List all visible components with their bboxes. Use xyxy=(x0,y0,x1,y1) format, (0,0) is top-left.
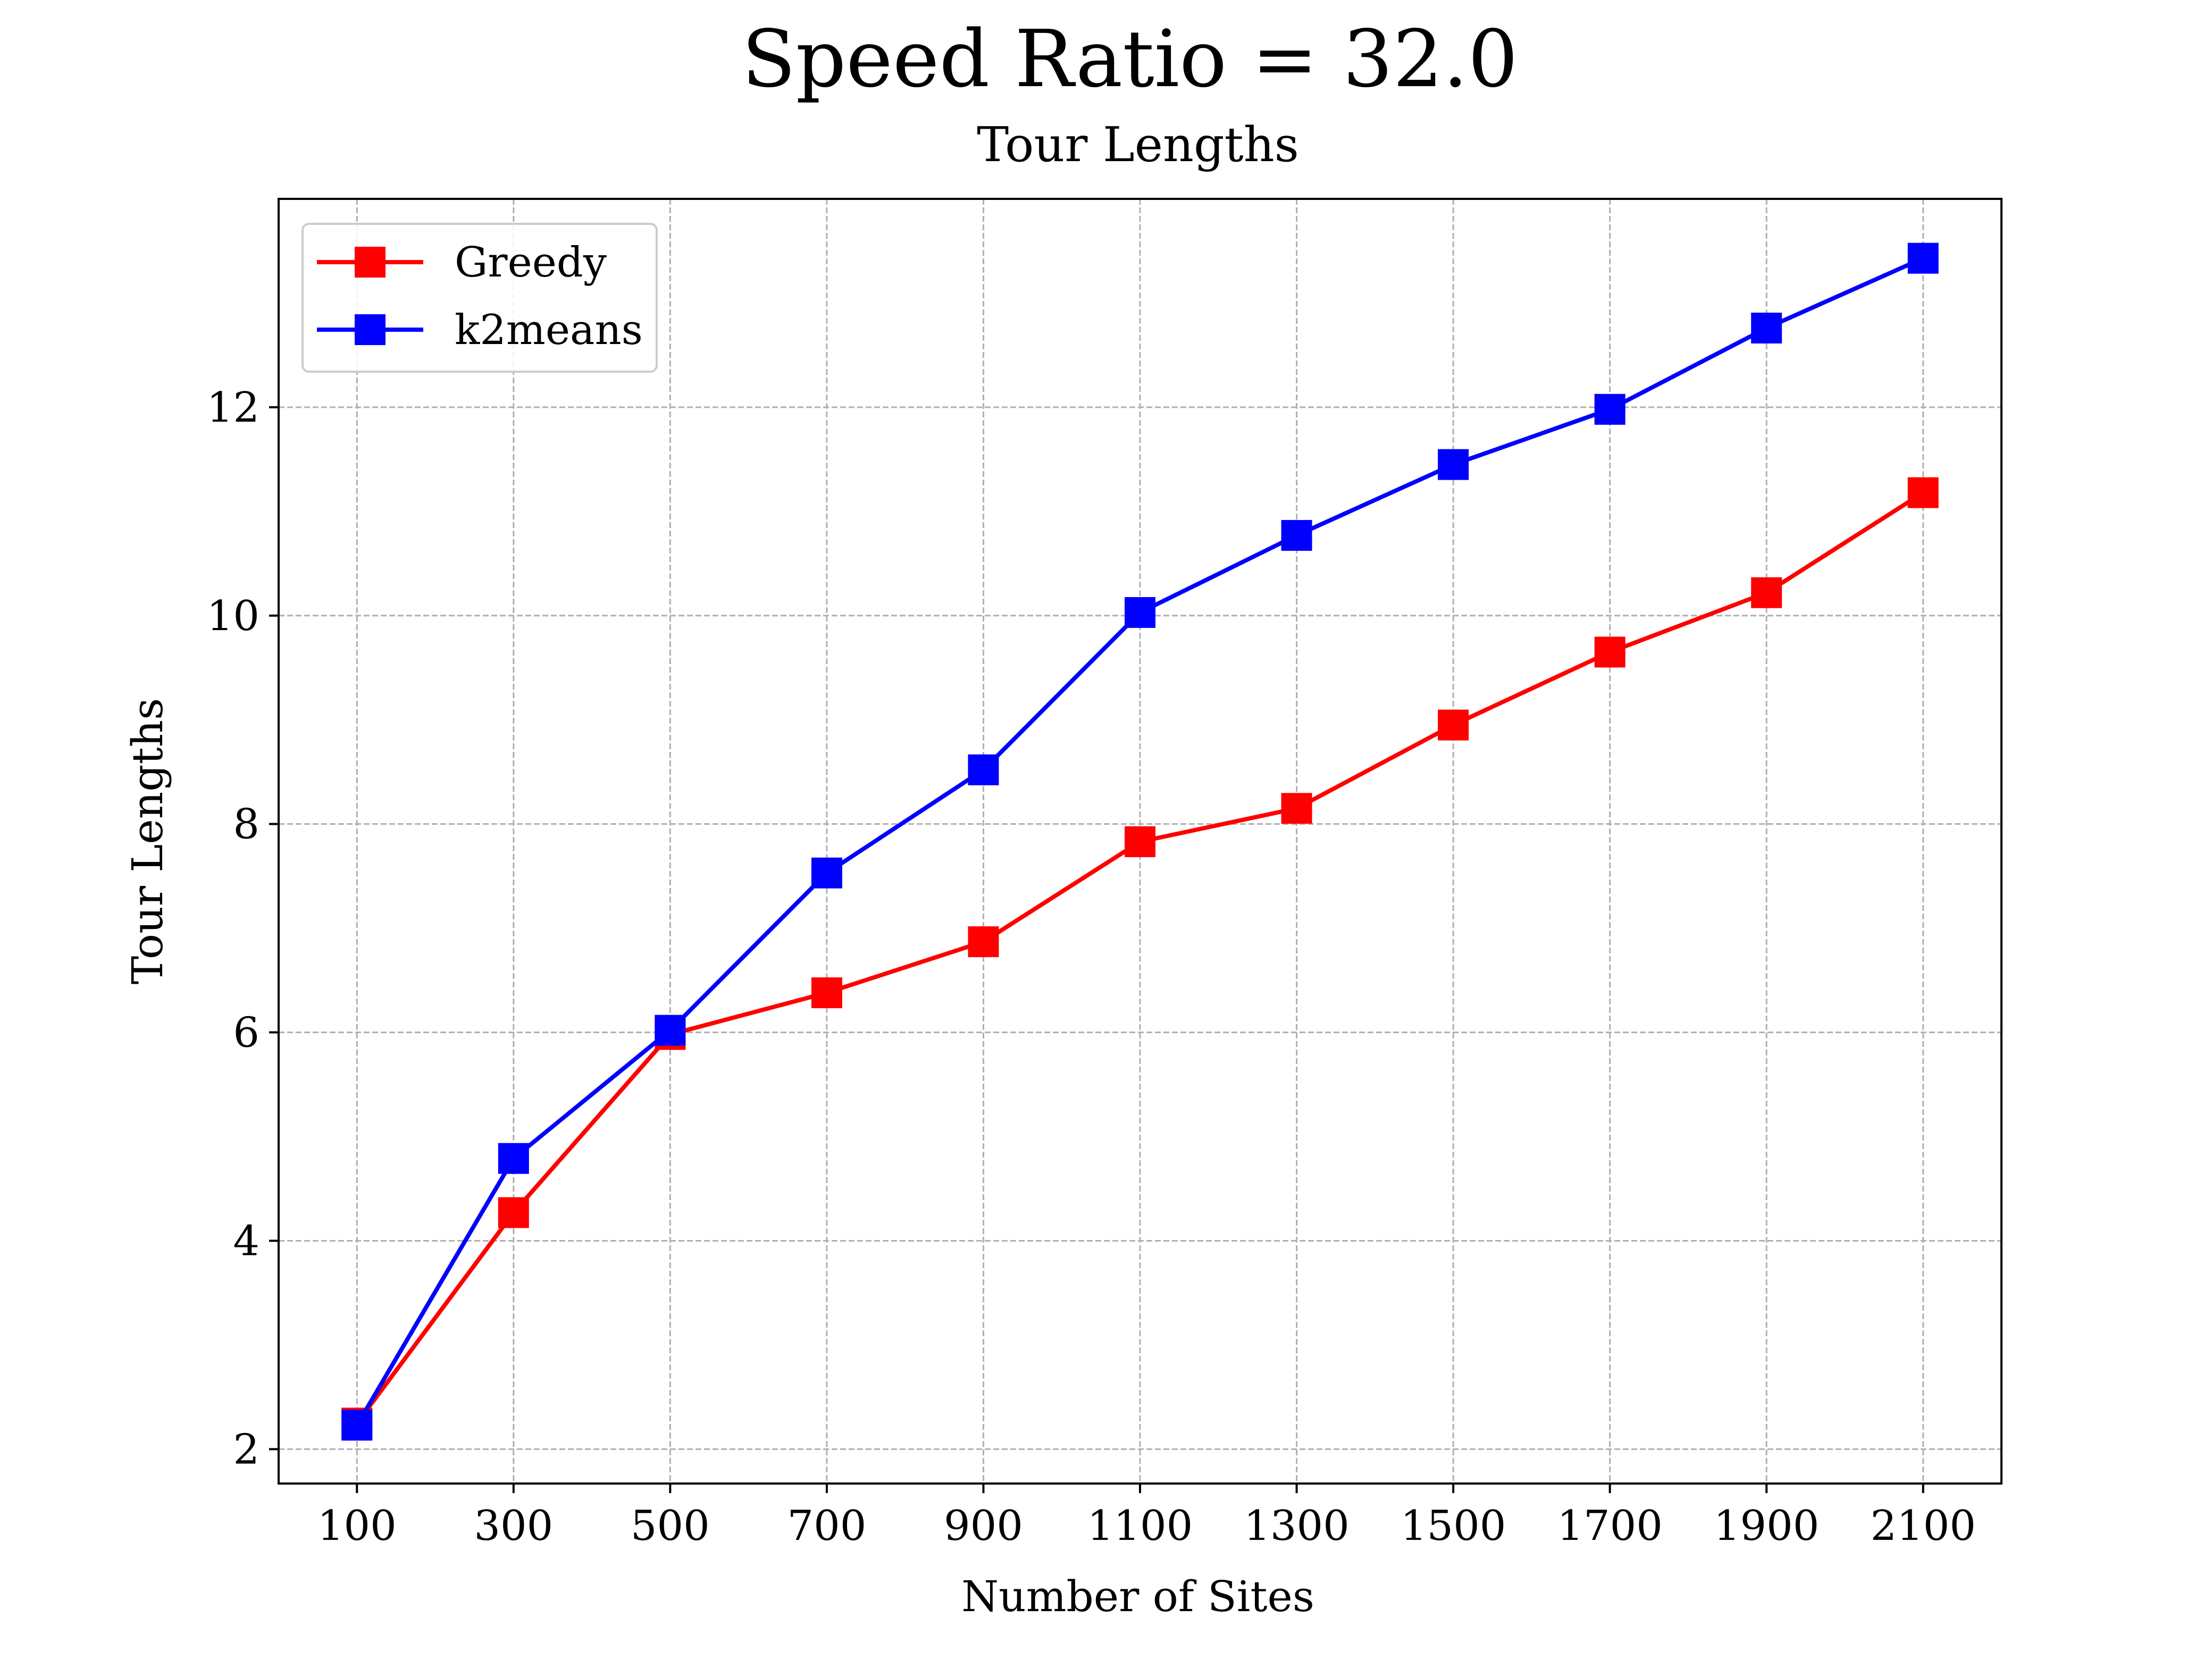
data-point xyxy=(1438,449,1469,480)
data-point xyxy=(1907,477,1939,508)
data-point xyxy=(1907,242,1939,274)
chart-subtitle: Tour Lengths xyxy=(977,117,1299,173)
x-tick-label: 1100 xyxy=(1087,1502,1193,1550)
y-tick-label: 12 xyxy=(207,384,259,432)
data-point xyxy=(1438,709,1469,741)
series-layer xyxy=(341,242,1939,1441)
legend-label: Greedy xyxy=(455,239,607,287)
data-point xyxy=(498,1197,529,1228)
data-point xyxy=(1594,636,1626,668)
series-k2means xyxy=(341,242,1939,1441)
data-point xyxy=(811,977,842,1009)
x-tick-label: 2100 xyxy=(1870,1502,1976,1550)
x-tick-label: 1300 xyxy=(1244,1502,1350,1550)
x-tick-label: 1900 xyxy=(1714,1502,1820,1550)
data-point xyxy=(968,926,999,958)
data-point xyxy=(1125,597,1155,628)
x-tick-label: 300 xyxy=(474,1502,553,1550)
legend-swatch-marker xyxy=(355,314,386,345)
x-tick-label: 100 xyxy=(317,1502,397,1550)
y-tick-label: 4 xyxy=(233,1217,259,1265)
data-point xyxy=(1125,826,1155,857)
x-tick-label: 900 xyxy=(944,1502,1023,1550)
y-tick-label: 2 xyxy=(233,1426,259,1473)
data-point xyxy=(1751,312,1782,343)
legend-swatch-marker xyxy=(355,247,386,278)
x-axis-label: Number of Sites xyxy=(961,1572,1314,1621)
data-point xyxy=(1594,393,1626,425)
data-point xyxy=(811,857,842,889)
y-axis-label: Tour Lengths xyxy=(123,698,172,984)
y-tick-label: 6 xyxy=(233,1009,259,1057)
legend: Greedy k2means xyxy=(301,223,658,373)
axis-ticks: 100 300 500 700 900 1100 1300 1500 1700 1900 2100 2… xyxy=(207,384,1976,1550)
data-point xyxy=(1751,577,1782,608)
y-tick-label: 8 xyxy=(233,801,259,849)
data-point xyxy=(1281,793,1312,824)
y-tick-label: 10 xyxy=(207,592,259,640)
data-point xyxy=(1281,520,1312,551)
legend-label: k2means xyxy=(455,306,643,354)
x-tick-label: 700 xyxy=(787,1502,866,1550)
data-point xyxy=(968,754,999,785)
data-point xyxy=(655,1015,686,1046)
x-tick-label: 500 xyxy=(631,1502,710,1550)
data-point xyxy=(341,1410,373,1441)
x-tick-label: 1700 xyxy=(1557,1502,1663,1550)
chart-title: Speed Ratio = 32.0 xyxy=(742,13,1518,105)
x-tick-label: 1500 xyxy=(1401,1502,1506,1550)
data-point xyxy=(498,1143,529,1174)
